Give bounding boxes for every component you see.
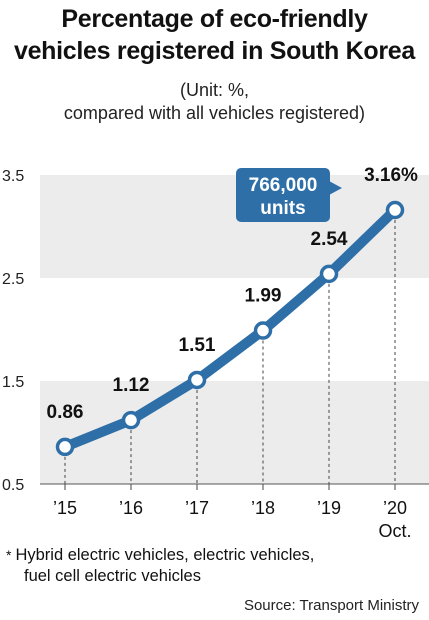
callout-pointer [329, 181, 342, 195]
footnote-line1: * Hybrid electric vehicles, electric vehi… [6, 545, 314, 566]
data-label: 1.51 [179, 335, 216, 356]
data-point-marker [121, 410, 141, 430]
chart-title-line2: vehicles registered in South Korea [13, 37, 416, 65]
unit-note-line2: compared with all vehicles registered) [63, 103, 366, 123]
x-tick-label: ’19 [317, 498, 341, 518]
chart-title-line1: Percentage of eco-friendly [61, 5, 368, 33]
y-tick-label: 3.5 [2, 168, 24, 185]
data-point-marker [187, 370, 207, 390]
data-label: 1.12 [113, 375, 150, 396]
y-tick-label: 1.5 [2, 374, 24, 391]
callout-line2: units [260, 198, 305, 219]
callout-line1: 766,000 [249, 175, 318, 196]
x-tick-label: ’17 [185, 498, 209, 518]
x-tick-label: ’15 [53, 498, 77, 518]
source-credit: Source: Transport Ministry [243, 597, 419, 614]
unit-note-line1: (Unit: %, [179, 80, 249, 100]
data-label: 0.86 [47, 402, 84, 423]
data-point-marker [319, 264, 339, 284]
footnote-marker: * [6, 547, 12, 563]
footnote-text-1: Hybrid electric vehicles, electric vehic… [15, 546, 315, 564]
callout-box [236, 168, 330, 222]
x-tick-label: ’18 [251, 498, 275, 518]
x-tick-sublabel: Oct. [378, 521, 411, 541]
data-point-marker [253, 321, 273, 340]
data-label: 3.16% [364, 165, 418, 186]
x-tick-label: ’20 [383, 498, 407, 518]
y-tick-label: 2.5 [2, 271, 24, 288]
footnote-line2: fuel cell electric vehicles [24, 567, 201, 585]
data-label: 1.99 [245, 286, 282, 307]
data-label: 2.54 [311, 229, 348, 250]
shaded-band-0 [40, 175, 429, 278]
x-tick-label: ’16 [119, 498, 143, 518]
series-line [60, 205, 400, 452]
data-point-marker [55, 437, 75, 457]
data-point-marker [385, 200, 405, 220]
y-tick-label: 0.5 [2, 477, 24, 494]
